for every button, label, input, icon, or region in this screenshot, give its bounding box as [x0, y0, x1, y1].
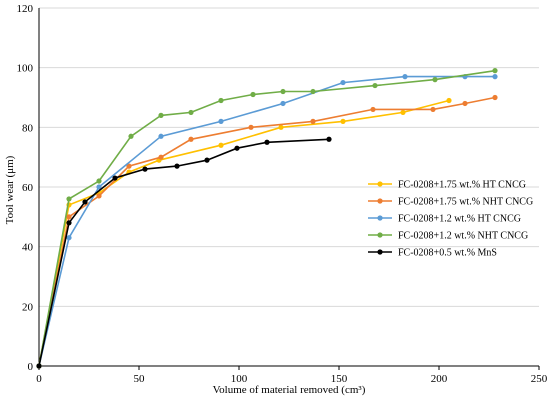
data-point [310, 118, 316, 124]
data-point [96, 178, 102, 184]
x-tick-label: 50 [134, 373, 146, 385]
data-point [326, 136, 332, 142]
x-tick-label: 0 [36, 373, 42, 385]
x-tick-label: 250 [531, 373, 548, 385]
x-axis-title: Volume of material removed (cm³) [213, 384, 366, 396]
data-point [264, 139, 270, 145]
data-point [372, 82, 378, 89]
data-point [492, 94, 498, 101]
data-point [82, 199, 88, 205]
data-point [96, 193, 102, 199]
data-point [402, 74, 408, 80]
legend-marker [377, 181, 383, 187]
y-tick-labels: 0 20 40 60 80 100 120 [17, 3, 34, 373]
y-tick-label: 40 [22, 242, 34, 254]
data-point [218, 142, 224, 148]
y-axis-title: Tool wear (μm) [4, 155, 16, 224]
y-tick-label: 20 [22, 301, 34, 313]
data-point [430, 106, 436, 113]
y-tick-label: 0 [28, 361, 34, 373]
data-series [36, 68, 498, 369]
legend-marker [377, 249, 383, 255]
y-tick-label: 100 [17, 63, 34, 75]
data-point [446, 97, 452, 104]
legend-item: FC-0208+1.75 wt.% HT CNCG [368, 180, 526, 191]
data-point [310, 88, 316, 95]
legend-item: FC-0208+1.2 wt.% HT CNCG [368, 214, 521, 225]
data-point [112, 175, 118, 181]
data-point [248, 124, 254, 130]
data-point [204, 157, 210, 163]
legend-marker [377, 198, 383, 204]
legend-item: FC-0208+1.2 wt.% NHT CNCG [368, 231, 528, 242]
data-point [492, 68, 498, 74]
data-point [280, 100, 286, 107]
axes [38, 8, 540, 370]
data-point [280, 88, 286, 95]
data-point [234, 145, 240, 151]
data-point [278, 124, 284, 130]
data-point [370, 106, 376, 113]
data-point [66, 196, 72, 202]
legend-item: FC-0208+1.75 wt.% NHT CNCG [368, 197, 533, 208]
data-point [158, 112, 164, 118]
legend-marker [377, 215, 383, 221]
y-tick-label: 80 [22, 122, 34, 134]
x-tick-label: 200 [431, 373, 448, 385]
data-point [174, 163, 180, 169]
data-point [188, 136, 194, 142]
data-point [218, 97, 224, 104]
series-line [38, 138, 330, 367]
legend-item: FC-0208+0.5 wt.% MnS [368, 248, 497, 259]
data-point [340, 79, 346, 86]
data-point [188, 109, 194, 116]
legend-label: FC-0208+0.5 wt.% MnS [398, 248, 497, 259]
data-point [492, 74, 498, 80]
data-point [158, 133, 164, 139]
legend-label: FC-0208+1.2 wt.% NHT CNCG [398, 231, 528, 242]
data-point [66, 220, 72, 226]
data-point [462, 100, 468, 107]
x-tick-label: 150 [331, 373, 348, 385]
grid-lines [39, 7, 539, 307]
legend-marker [377, 232, 383, 238]
series-line [38, 75, 495, 367]
series-4 [36, 68, 498, 369]
x-tick-labels: 0 50 100 150 200 250 [36, 373, 548, 385]
legend-label: FC-0208+1.2 wt.% HT CNCG [398, 214, 521, 225]
data-point [250, 91, 256, 98]
data-point [432, 77, 438, 83]
series-line [38, 96, 496, 367]
data-point [218, 118, 224, 124]
x-tick-label: 100 [231, 373, 248, 385]
data-point [126, 163, 132, 169]
y-tick-label: 120 [17, 3, 34, 15]
legend-label: FC-0208+1.75 wt.% NHT CNCG [398, 197, 533, 208]
series-5 [36, 136, 332, 369]
data-point [96, 184, 102, 190]
data-point [66, 214, 72, 220]
data-point [400, 109, 406, 116]
data-point [340, 118, 346, 124]
y-tick-label: 60 [22, 182, 34, 194]
legend: FC-0208+1.75 wt.% HT CNCG FC-0208+1.75 wt… [368, 180, 533, 259]
data-point [36, 363, 42, 369]
series-line [38, 99, 450, 367]
data-point [142, 166, 148, 172]
data-point [128, 133, 134, 139]
data-point [158, 154, 164, 160]
legend-label: FC-0208+1.75 wt.% HT CNCG [398, 180, 526, 191]
data-point [66, 235, 72, 241]
series-1 [36, 97, 452, 369]
